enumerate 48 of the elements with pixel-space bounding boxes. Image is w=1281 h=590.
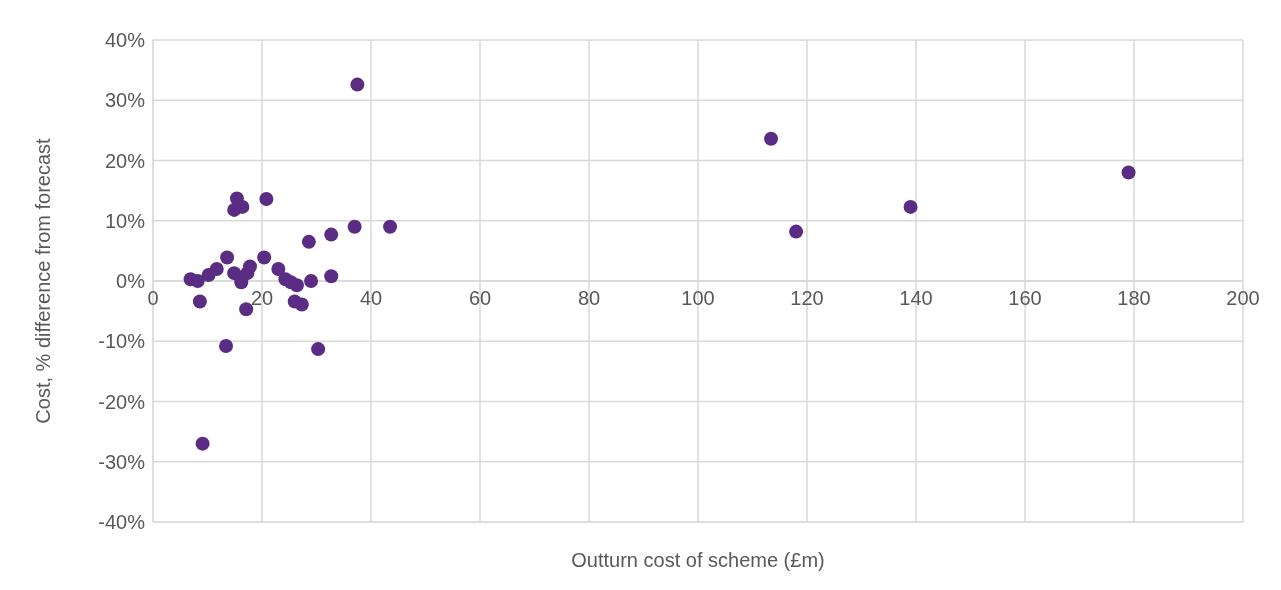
y-tick-label: 10% <box>104 209 146 232</box>
point <box>219 339 234 354</box>
point <box>324 269 339 284</box>
x-tick-label: 200 <box>1226 287 1260 309</box>
point <box>239 302 254 317</box>
x-tick-label: 180 <box>1117 287 1151 309</box>
x-tick-label: 140 <box>899 287 933 309</box>
point <box>324 227 339 242</box>
point <box>311 342 326 357</box>
point <box>190 274 205 288</box>
point <box>789 224 804 239</box>
point <box>195 436 210 451</box>
point <box>257 250 272 265</box>
point <box>903 199 918 214</box>
y-tick-label: -10% <box>98 330 146 353</box>
y-tick-label: -30% <box>98 450 146 473</box>
point <box>764 131 779 146</box>
x-tick-label: 120 <box>790 287 824 309</box>
point <box>347 219 362 234</box>
y-axis-title: Cost, % difference from forecast <box>32 137 55 424</box>
point <box>350 77 365 92</box>
point <box>289 278 304 293</box>
point <box>209 261 224 276</box>
point <box>220 250 235 265</box>
point <box>192 294 207 309</box>
x-tick-label: 40 <box>359 287 383 309</box>
x-tick-label: 100 <box>681 287 715 309</box>
point <box>227 266 242 281</box>
x-tick-label: 60 <box>468 287 492 309</box>
point <box>271 261 286 276</box>
y-tick-label: -40% <box>98 511 146 534</box>
point <box>1121 165 1136 180</box>
y-tick-label: 20% <box>104 149 146 172</box>
y-tick-label: -20% <box>98 390 146 413</box>
y-tick-label: 40% <box>104 29 146 52</box>
point <box>301 234 316 249</box>
point <box>383 219 398 234</box>
x-tick-label: 0 <box>147 287 159 309</box>
x-tick-label: 20 <box>250 287 274 309</box>
point <box>243 259 258 274</box>
y-tick-label: 0% <box>116 270 146 293</box>
point <box>304 274 319 288</box>
x-tick-label: 160 <box>1008 287 1042 309</box>
point <box>294 297 309 312</box>
x-axis-title: Outturn cost of scheme (£m) <box>571 549 825 571</box>
point <box>259 192 274 207</box>
x-tick-label: 80 <box>577 287 601 309</box>
y-tick-label: 30% <box>104 89 146 112</box>
